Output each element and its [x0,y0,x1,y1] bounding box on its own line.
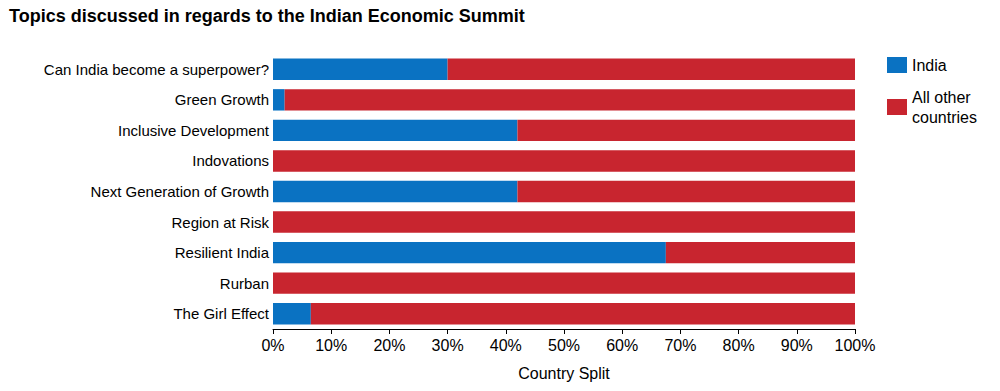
svg-text:50%: 50% [548,337,580,354]
svg-text:Next Generation of Growth: Next Generation of Growth [91,183,269,200]
svg-text:countries: countries [912,109,977,126]
svg-text:20%: 20% [373,337,405,354]
svg-text:Green Growth: Green Growth [175,91,269,108]
svg-text:Topics discussed in regards to: Topics discussed in regards to the India… [9,6,525,26]
svg-text:60%: 60% [606,337,638,354]
svg-text:Country Split: Country Split [518,365,610,382]
svg-text:0%: 0% [261,337,284,354]
svg-text:Inclusive Development: Inclusive Development [118,122,270,139]
svg-text:Region at Risk: Region at Risk [171,214,269,231]
svg-text:Resilient India: Resilient India [175,244,270,261]
svg-text:10%: 10% [315,337,347,354]
svg-text:India: India [912,57,947,74]
svg-text:All other: All other [912,89,975,106]
svg-text:80%: 80% [723,337,755,354]
svg-text:Indovations: Indovations [192,152,269,169]
svg-text:70%: 70% [664,337,696,354]
svg-text:The Girl Effect: The Girl Effect [173,305,269,322]
svg-text:30%: 30% [432,337,464,354]
svg-text:Rurban: Rurban [220,275,269,292]
svg-text:100%: 100% [835,337,876,354]
svg-text:40%: 40% [490,337,522,354]
svg-text:90%: 90% [781,337,813,354]
svg-text:Can India become a superpower?: Can India become a superpower? [44,61,269,78]
